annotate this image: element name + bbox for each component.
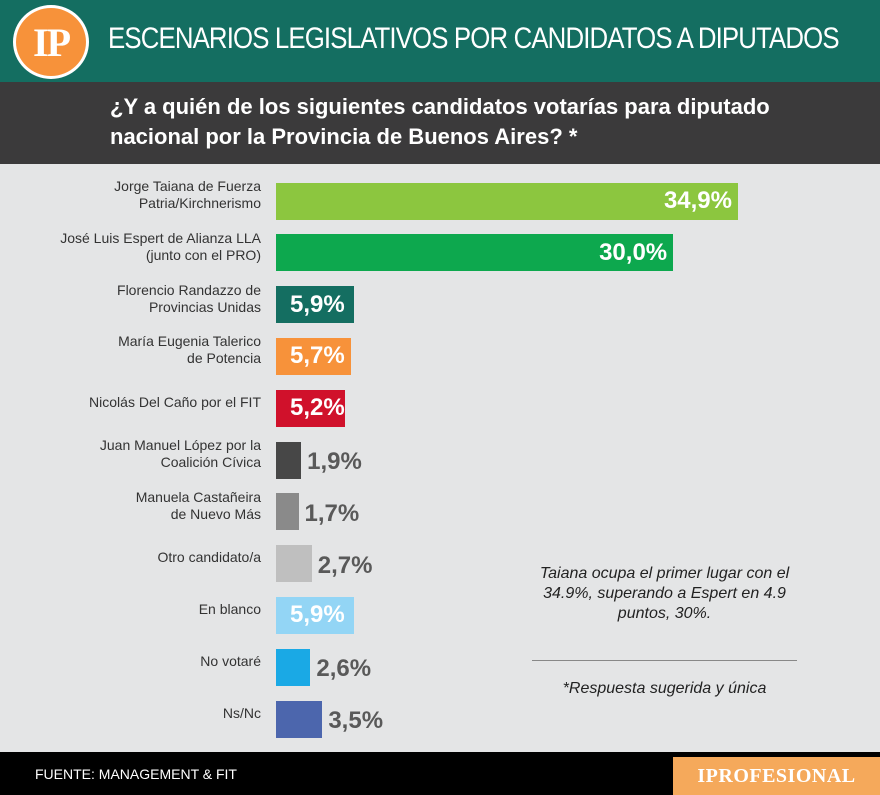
bar bbox=[276, 441, 302, 479]
bar bbox=[276, 596, 355, 634]
bar bbox=[276, 545, 312, 583]
page-title: ESCENARIOS LEGISLATIVOS POR CANDIDATOS A… bbox=[108, 22, 840, 55]
value-label: 5,9% bbox=[290, 290, 345, 318]
bar bbox=[276, 286, 355, 324]
category-label: No votaré bbox=[200, 653, 261, 670]
category-label: Juan Manuel López por la Coalición Cívica bbox=[100, 437, 261, 471]
value-label: 5,7% bbox=[290, 342, 345, 370]
value-label: 1,9% bbox=[307, 448, 362, 475]
survey-question: ¿Y a quién de los siguientes candidatos … bbox=[110, 94, 770, 149]
logo: IP bbox=[13, 5, 89, 79]
footnote: *Respuesta sugerida y única bbox=[562, 680, 767, 697]
value-label: 1,7% bbox=[304, 499, 360, 527]
value-label: 2,7% bbox=[317, 551, 373, 579]
category-label-line: Patria/Kirchnerismo bbox=[138, 195, 261, 211]
bar bbox=[276, 337, 352, 375]
chart-note: Taiana ocupa el primer lugar con el 34.9… bbox=[539, 565, 790, 622]
footer: FUENTE: MANAGEMENT & FIT IPROFESIONAL bbox=[0, 752, 880, 795]
bar bbox=[276, 648, 311, 686]
bar bbox=[276, 234, 674, 272]
bar bbox=[276, 700, 323, 738]
category-label-line: José Luis Espert de Alianza LLA bbox=[60, 229, 261, 246]
value-label: 30,0% bbox=[599, 238, 668, 266]
category-label-line: No votaré bbox=[200, 652, 261, 669]
category-label-line: Coalición Cívica bbox=[160, 454, 261, 470]
category-label-line: Florencio Randazzo de bbox=[117, 281, 261, 298]
category-label-line: María Eugenia Talerico bbox=[118, 333, 261, 350]
question-band: ¿Y a quién de los siguientes candidatos … bbox=[0, 82, 880, 164]
category-label: Florencio Randazzo de Provincias Unidas bbox=[117, 282, 261, 316]
brand-logo: IPROFESIONAL bbox=[673, 757, 880, 795]
category-label-line: En blanco bbox=[198, 600, 261, 617]
value-label: 5,9% bbox=[290, 601, 345, 629]
category-label: En blanco bbox=[199, 601, 261, 618]
value-label: 2,6% bbox=[316, 655, 372, 683]
bar bbox=[276, 389, 345, 427]
bar-chart: Taiana ocupa el primer lugar con el 34.9… bbox=[0, 164, 880, 752]
category-label: Otro candidato/a bbox=[157, 549, 261, 566]
category-label: María Eugenia Talerico de Potencia bbox=[118, 333, 261, 367]
note-divider bbox=[532, 660, 797, 661]
category-label-line: Juan Manuel López por la bbox=[99, 437, 261, 453]
category-label: Nicolás Del Caño por el FIT bbox=[89, 394, 261, 411]
category-label: Ns/Nc bbox=[223, 705, 261, 722]
category-label-line: Otro candidato/a bbox=[157, 549, 261, 566]
bar bbox=[276, 493, 299, 531]
source-text: FUENTE: MANAGEMENT & FIT bbox=[35, 766, 237, 782]
category-label: Jorge Taiana de Fuerza Patria/Kirchnerism… bbox=[114, 178, 261, 212]
header-band: IP ESCENARIOS LEGISLATIVOS POR CANDIDATO… bbox=[0, 0, 880, 82]
value-label: 34,9% bbox=[663, 187, 732, 214]
category-label-line: (junto con el PRO) bbox=[145, 246, 261, 263]
category-label-line: de Potencia bbox=[187, 350, 261, 367]
category-label: Manuela Castañeira de Nuevo Más bbox=[136, 489, 261, 523]
bar bbox=[276, 182, 738, 220]
category-label-line: Jorge Taiana de Fuerza bbox=[114, 178, 261, 194]
value-label: 5,2% bbox=[290, 394, 345, 422]
category-label: José Luis Espert de Alianza LLA (junto co… bbox=[60, 230, 261, 264]
category-label-line: Nicolás Del Caño por el FIT bbox=[89, 393, 261, 410]
category-label-line: Manuela Castañeira bbox=[135, 488, 261, 505]
category-label-line: Provincias Unidas bbox=[148, 298, 261, 315]
value-label: 3,5% bbox=[328, 707, 384, 734]
category-label-line: de Nuevo Más bbox=[170, 505, 261, 522]
category-label-line: Ns/Nc bbox=[222, 704, 261, 721]
